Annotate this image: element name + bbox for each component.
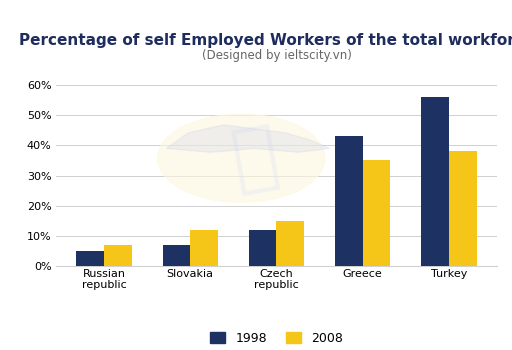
Bar (276, 221, 304, 266)
Title: Percentage of self Employed Workers of the total workforce: Percentage of self Employed Workers of t… (19, 33, 512, 48)
Ellipse shape (158, 114, 325, 202)
Bar (104, 245, 132, 266)
Text: 🐦: 🐦 (225, 118, 284, 198)
Bar (362, 160, 390, 266)
Polygon shape (166, 125, 329, 152)
Bar (335, 136, 362, 266)
Legend: 1998, 2008: 1998, 2008 (205, 327, 348, 350)
Text: (Designed by ieltscity.vn): (Designed by ieltscity.vn) (202, 49, 351, 62)
Bar (421, 97, 449, 266)
Bar (249, 230, 276, 266)
Bar (163, 245, 190, 266)
Bar (76, 251, 104, 266)
Bar (449, 152, 477, 266)
Bar (190, 230, 218, 266)
